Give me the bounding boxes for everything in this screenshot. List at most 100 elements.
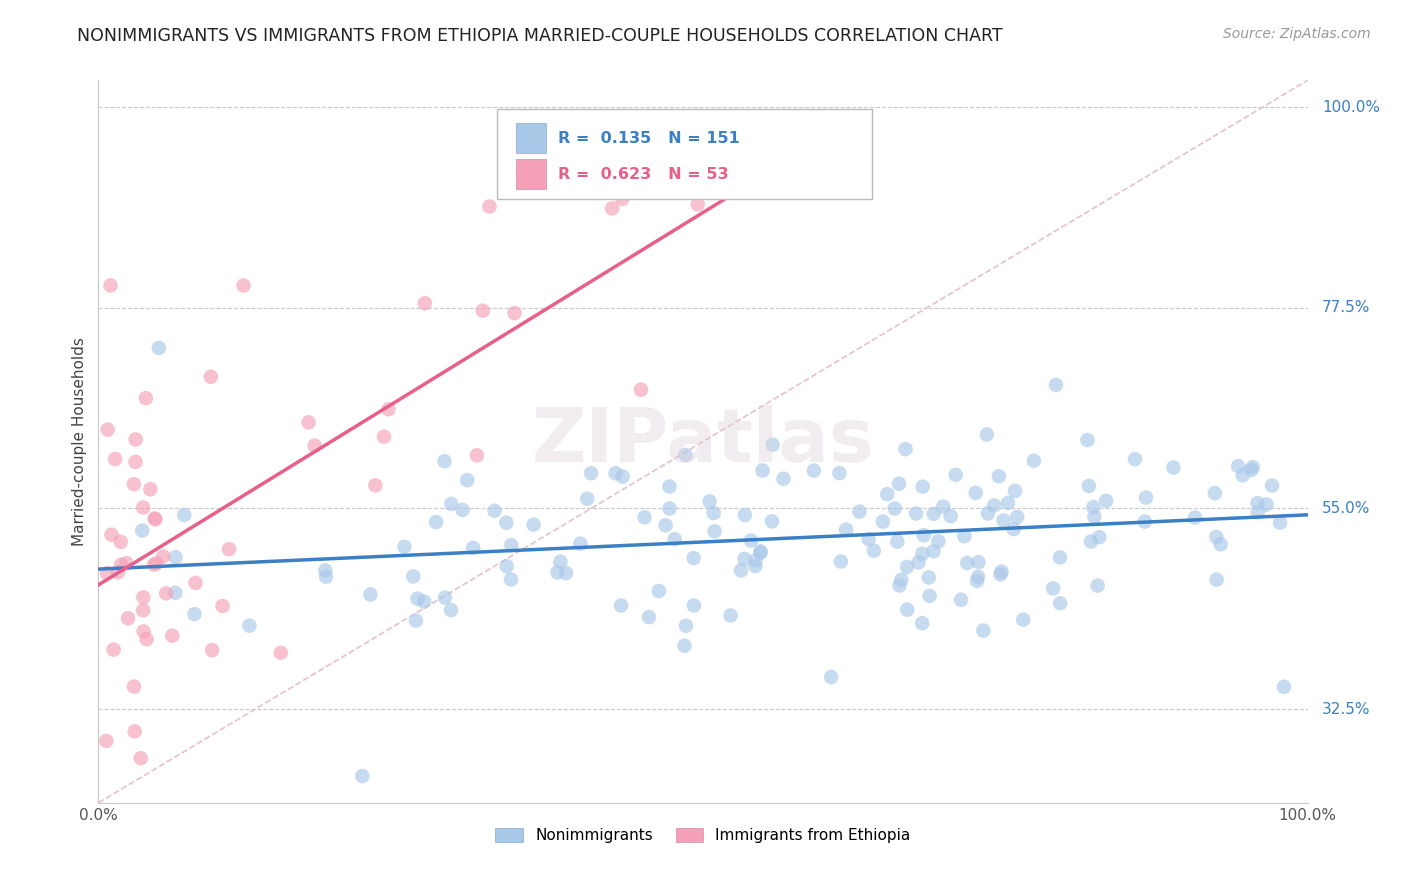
Point: [96, 566, 118, 581]
Point: [890, 573, 912, 587]
Point: [315, 570, 337, 584]
Point: [862, 543, 884, 558]
Point: [1209, 537, 1232, 551]
Point: [977, 507, 1000, 521]
Point: [499, 573, 522, 587]
Point: [673, 639, 696, 653]
Point: [471, 303, 494, 318]
Point: [110, 558, 132, 572]
Point: [828, 466, 851, 480]
Point: [654, 518, 676, 533]
Point: [352, 769, 374, 783]
Point: [1256, 498, 1278, 512]
Point: [1022, 454, 1045, 468]
Point: [1083, 510, 1105, 524]
Point: [1232, 468, 1254, 483]
Bar: [516, 159, 546, 189]
Point: [983, 499, 1005, 513]
Point: [858, 532, 880, 546]
Point: [922, 507, 945, 521]
Point: [997, 496, 1019, 510]
Point: [889, 578, 911, 592]
Point: [682, 551, 704, 566]
Point: [686, 197, 709, 211]
Point: [270, 646, 292, 660]
Point: [148, 341, 170, 355]
Point: [152, 549, 174, 564]
Point: [117, 611, 139, 625]
Point: [165, 550, 187, 565]
Text: R =  0.623   N = 53: R = 0.623 N = 53: [558, 167, 728, 182]
Point: [749, 544, 772, 558]
Point: [576, 491, 599, 506]
Point: [664, 533, 686, 547]
Point: [110, 534, 132, 549]
Point: [124, 724, 146, 739]
Point: [1083, 500, 1105, 514]
Point: [600, 202, 623, 216]
Point: [911, 616, 934, 631]
Point: [1049, 550, 1071, 565]
Point: [503, 306, 526, 320]
Point: [413, 594, 436, 608]
Point: [1123, 452, 1146, 467]
Point: [990, 565, 1012, 579]
Point: [1268, 516, 1291, 530]
Point: [495, 516, 517, 530]
Point: [413, 296, 436, 310]
FancyBboxPatch shape: [498, 109, 872, 200]
Point: [297, 415, 319, 429]
Point: [605, 467, 627, 481]
Point: [872, 515, 894, 529]
Point: [772, 472, 794, 486]
Point: [803, 464, 825, 478]
Point: [440, 497, 463, 511]
Point: [703, 524, 725, 539]
Point: [894, 442, 917, 456]
Point: [972, 624, 994, 638]
Point: [675, 619, 697, 633]
Point: [744, 559, 766, 574]
Point: [1163, 460, 1185, 475]
Point: [820, 670, 842, 684]
Point: [1241, 460, 1264, 475]
Text: 32.5%: 32.5%: [1322, 702, 1371, 716]
Point: [211, 599, 233, 613]
Point: [886, 534, 908, 549]
Point: [956, 556, 979, 570]
Point: [478, 200, 501, 214]
Point: [143, 558, 166, 572]
Point: [132, 603, 155, 617]
Point: [630, 383, 652, 397]
Point: [238, 618, 260, 632]
Point: [883, 501, 905, 516]
Point: [876, 487, 898, 501]
Point: [976, 427, 998, 442]
Point: [610, 599, 633, 613]
Point: [440, 603, 463, 617]
Point: [1133, 515, 1156, 529]
Point: [550, 555, 572, 569]
Point: [751, 463, 773, 477]
Point: [555, 566, 578, 580]
Point: [939, 509, 962, 524]
Point: [990, 567, 1012, 582]
Point: [734, 508, 756, 522]
Point: [1204, 486, 1226, 500]
Point: [835, 523, 858, 537]
Point: [967, 555, 990, 569]
Point: [484, 504, 506, 518]
Point: [1080, 534, 1102, 549]
Point: [1007, 510, 1029, 524]
Point: [201, 643, 224, 657]
Text: 100.0%: 100.0%: [1322, 100, 1381, 114]
Point: [1272, 680, 1295, 694]
Point: [132, 500, 155, 515]
Point: [761, 438, 783, 452]
Point: [720, 608, 742, 623]
Point: [456, 473, 478, 487]
Point: [911, 480, 934, 494]
Point: [1076, 433, 1098, 447]
Text: ZIPatlas: ZIPatlas: [531, 405, 875, 478]
Point: [546, 566, 568, 580]
